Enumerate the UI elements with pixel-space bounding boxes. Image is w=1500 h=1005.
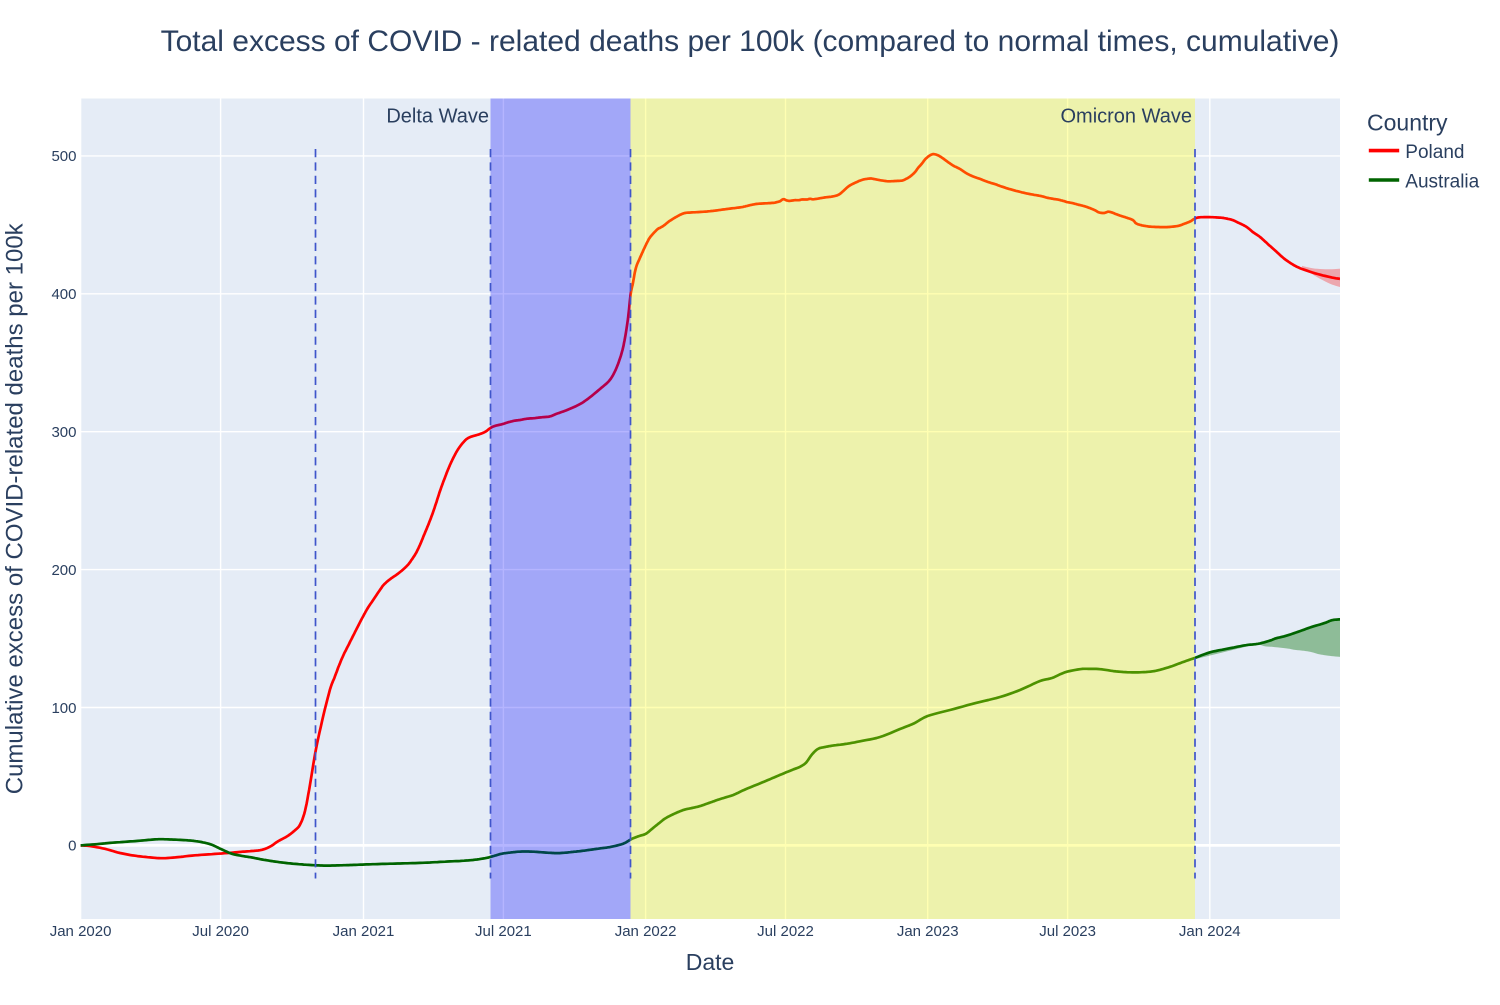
svg-text:Date: Date [686,949,735,975]
svg-text:500: 500 [51,148,76,165]
svg-text:Total excess of COVID - relate: Total excess of COVID - related deaths p… [161,25,1340,58]
svg-text:Jul 2020: Jul 2020 [192,923,249,940]
svg-text:Jan 2021: Jan 2021 [333,923,395,940]
svg-text:Jan 2022: Jan 2022 [615,923,677,940]
svg-text:0: 0 [68,838,76,855]
svg-text:Jan 2023: Jan 2023 [897,923,959,940]
svg-text:Jul 2022: Jul 2022 [757,923,814,940]
svg-text:Jan 2024: Jan 2024 [1179,923,1241,940]
svg-text:Jan 2020: Jan 2020 [50,923,112,940]
svg-text:Cumulative excess of COVID-rel: Cumulative excess of COVID-related death… [2,222,29,794]
svg-text:100: 100 [51,700,76,717]
svg-text:Australia: Australia [1405,172,1479,193]
svg-text:Jul 2021: Jul 2021 [475,923,532,940]
svg-text:400: 400 [51,286,76,303]
svg-text:200: 200 [51,562,76,579]
svg-text:Country: Country [1367,110,1448,136]
svg-text:Omicron Wave: Omicron Wave [1060,106,1192,128]
svg-text:Delta Wave: Delta Wave [386,106,489,128]
svg-text:300: 300 [51,424,76,441]
svg-text:Jul 2023: Jul 2023 [1039,923,1096,940]
svg-text:Poland: Poland [1405,142,1464,163]
